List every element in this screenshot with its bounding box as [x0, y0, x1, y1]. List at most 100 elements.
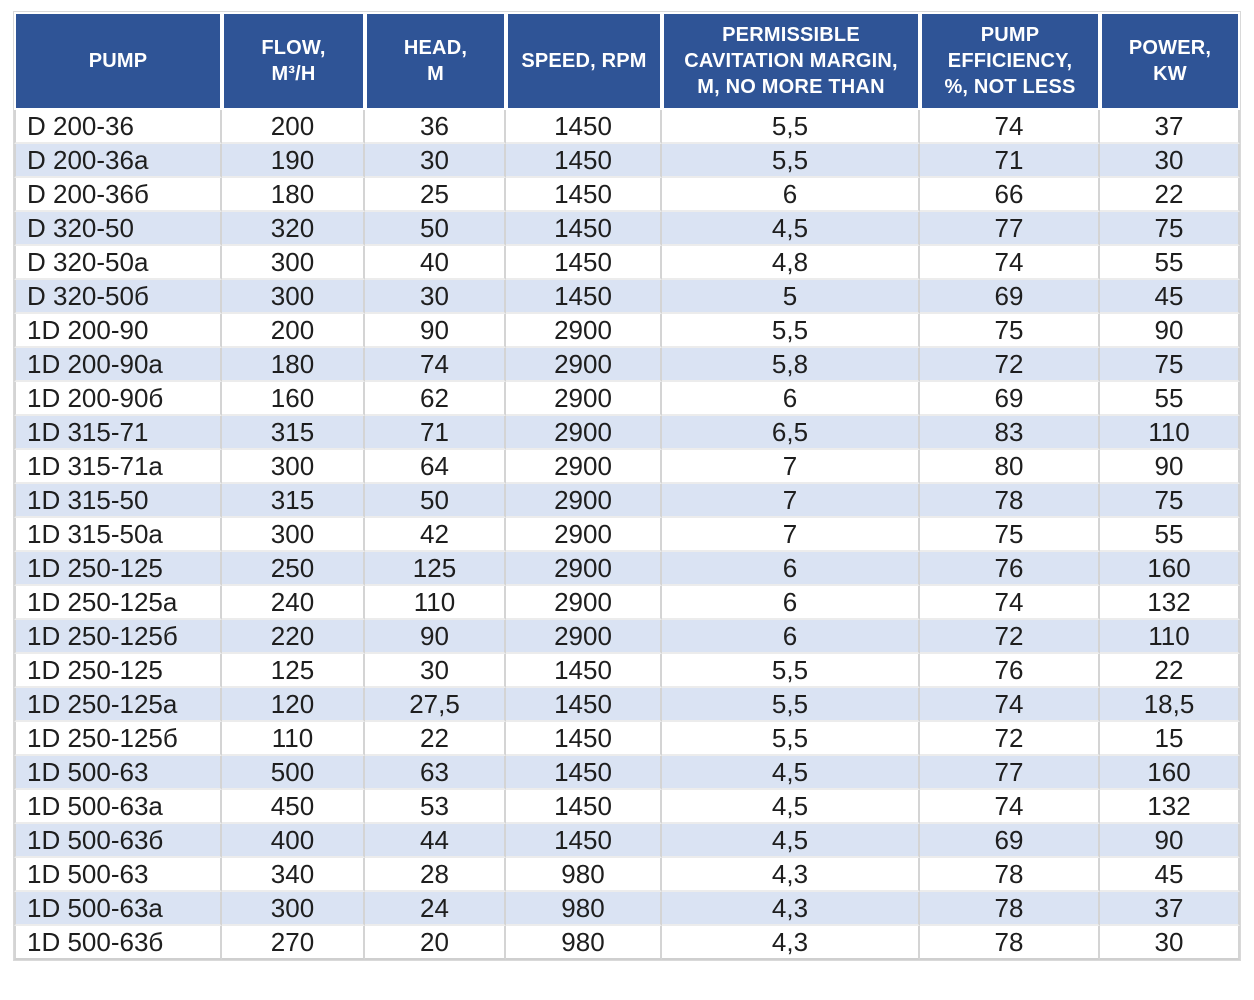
col-header-efficiency: PUMP EFFICIENCY, %, NOT LESS [920, 12, 1100, 110]
cell-power: 75 [1100, 348, 1240, 382]
cell-pump: 1D 200-90 [14, 314, 222, 348]
cell-cavitation: 6 [662, 620, 920, 654]
cell-efficiency: 77 [920, 212, 1100, 246]
cell-speed: 1450 [506, 280, 662, 314]
table-row: 1D 500-63a 300 24 980 4,3 78 37 [14, 892, 1240, 926]
cell-pump: D 320-50 [14, 212, 222, 246]
table-row: D 320-50 320 50 1450 4,5 77 75 [14, 212, 1240, 246]
cell-pump: D 200-36a [14, 144, 222, 178]
cell-power: 160 [1100, 756, 1240, 790]
cell-cavitation: 4,5 [662, 756, 920, 790]
cell-pump: 1D 315-71 [14, 416, 222, 450]
cell-cavitation: 5,5 [662, 144, 920, 178]
table-row: 1D 315-50a 300 42 2900 7 75 55 [14, 518, 1240, 552]
cell-power: 22 [1100, 654, 1240, 688]
cell-flow: 500 [222, 756, 365, 790]
cell-cavitation: 6 [662, 586, 920, 620]
cell-pump: 1D 315-50 [14, 484, 222, 518]
table-row: D 320-50a 300 40 1450 4,8 74 55 [14, 246, 1240, 280]
table-row: 1D 200-90a 180 74 2900 5,8 72 75 [14, 348, 1240, 382]
cell-flow: 320 [222, 212, 365, 246]
cell-pump: D 320-50б [14, 280, 222, 314]
cell-flow: 300 [222, 450, 365, 484]
cell-cavitation: 6 [662, 382, 920, 416]
cell-speed: 2900 [506, 450, 662, 484]
cell-flow: 180 [222, 348, 365, 382]
cell-power: 90 [1100, 824, 1240, 858]
cell-flow: 190 [222, 144, 365, 178]
cell-efficiency: 72 [920, 348, 1100, 382]
table-row: 1D 500-63б 270 20 980 4,3 78 30 [14, 926, 1240, 960]
table-row: 1D 250-125a 120 27,5 1450 5,5 74 18,5 [14, 688, 1240, 722]
col-header-cavitation: PERMISSIBLE CAVITATION MARGIN, M, NO MOR… [662, 12, 920, 110]
cell-speed: 2900 [506, 620, 662, 654]
cell-flow: 240 [222, 586, 365, 620]
cell-speed: 2900 [506, 552, 662, 586]
header-row: PUMP FLOW, M³/H HEAD, M SPEED, RPM PERMI… [14, 12, 1240, 110]
cell-flow: 180 [222, 178, 365, 212]
table-row: 1D 200-90 200 90 2900 5,5 75 90 [14, 314, 1240, 348]
col-header-pump: PUMP [14, 12, 222, 110]
cell-speed: 1450 [506, 144, 662, 178]
cell-efficiency: 75 [920, 518, 1100, 552]
cell-speed: 1450 [506, 178, 662, 212]
cell-power: 55 [1100, 246, 1240, 280]
cell-efficiency: 72 [920, 722, 1100, 756]
cell-efficiency: 74 [920, 688, 1100, 722]
cell-head: 110 [365, 586, 506, 620]
cell-efficiency: 76 [920, 552, 1100, 586]
cell-cavitation: 4,8 [662, 246, 920, 280]
cell-efficiency: 83 [920, 416, 1100, 450]
cell-speed: 1450 [506, 654, 662, 688]
cell-head: 50 [365, 484, 506, 518]
table-row: 1D 250-125 125 30 1450 5,5 76 22 [14, 654, 1240, 688]
cell-speed: 1450 [506, 790, 662, 824]
cell-flow: 300 [222, 246, 365, 280]
table-row: 1D 315-71a 300 64 2900 7 80 90 [14, 450, 1240, 484]
cell-cavitation: 5,8 [662, 348, 920, 382]
cell-head: 30 [365, 144, 506, 178]
table-row: 1D 500-63б 400 44 1450 4,5 69 90 [14, 824, 1240, 858]
cell-pump: 1D 250-125a [14, 688, 222, 722]
cell-pump: 1D 500-63a [14, 790, 222, 824]
cell-flow: 200 [222, 314, 365, 348]
cell-pump: 1D 250-125a [14, 586, 222, 620]
cell-efficiency: 74 [920, 246, 1100, 280]
cell-pump: 1D 250-125 [14, 654, 222, 688]
cell-cavitation: 4,3 [662, 858, 920, 892]
cell-efficiency: 74 [920, 586, 1100, 620]
cell-head: 27,5 [365, 688, 506, 722]
col-header-power: POWER, KW [1100, 12, 1240, 110]
cell-pump: 1D 200-90б [14, 382, 222, 416]
cell-pump: 1D 500-63 [14, 756, 222, 790]
cell-cavitation: 7 [662, 518, 920, 552]
table-row: 1D 315-71 315 71 2900 6,5 83 110 [14, 416, 1240, 450]
cell-efficiency: 78 [920, 892, 1100, 926]
cell-efficiency: 74 [920, 110, 1100, 144]
cell-head: 30 [365, 654, 506, 688]
cell-speed: 980 [506, 858, 662, 892]
cell-speed: 1450 [506, 212, 662, 246]
cell-head: 63 [365, 756, 506, 790]
cell-pump: D 320-50a [14, 246, 222, 280]
cell-head: 28 [365, 858, 506, 892]
cell-speed: 980 [506, 926, 662, 960]
cell-efficiency: 74 [920, 790, 1100, 824]
cell-efficiency: 75 [920, 314, 1100, 348]
cell-flow: 110 [222, 722, 365, 756]
cell-efficiency: 78 [920, 858, 1100, 892]
cell-cavitation: 5,5 [662, 722, 920, 756]
cell-speed: 2900 [506, 382, 662, 416]
cell-power: 18,5 [1100, 688, 1240, 722]
table-row: 1D 250-125a 240 110 2900 6 74 132 [14, 586, 1240, 620]
cell-head: 22 [365, 722, 506, 756]
cell-cavitation: 6,5 [662, 416, 920, 450]
cell-efficiency: 78 [920, 484, 1100, 518]
cell-head: 40 [365, 246, 506, 280]
cell-efficiency: 78 [920, 926, 1100, 960]
cell-power: 37 [1100, 892, 1240, 926]
cell-pump: 1D 500-63б [14, 926, 222, 960]
cell-cavitation: 6 [662, 552, 920, 586]
cell-flow: 450 [222, 790, 365, 824]
